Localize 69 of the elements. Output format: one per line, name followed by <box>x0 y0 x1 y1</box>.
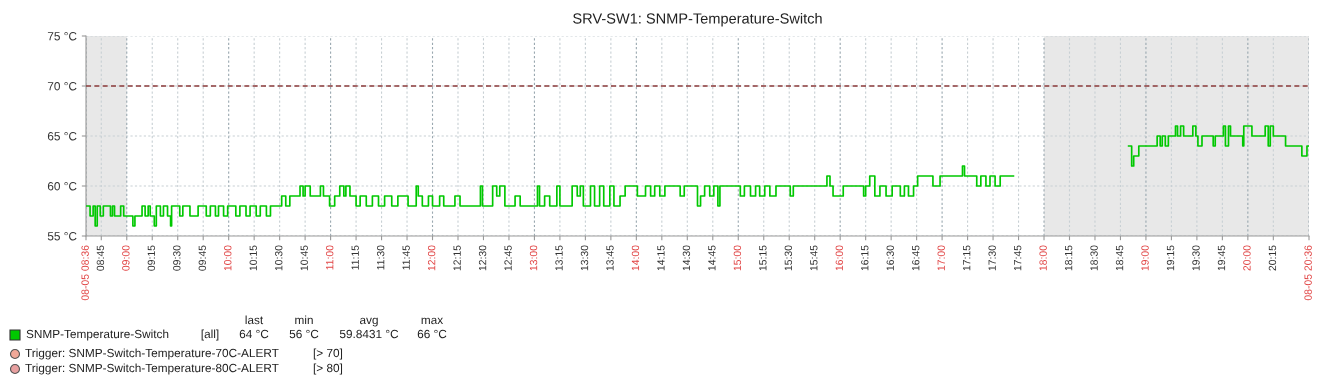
x-tick-label: 19:30 <box>1192 245 1200 271</box>
y-tick-label: 55 °C <box>47 232 77 241</box>
y-tick-label: 65 °C <box>47 132 77 141</box>
x-tick-label: 16:15 <box>861 245 869 271</box>
x-tick-label: 10:00 <box>224 245 232 271</box>
x-tick-label: 10:15 <box>249 245 257 271</box>
x-tick-label: 20:15 <box>1268 245 1277 271</box>
x-tick-label: 14:45 <box>708 245 716 271</box>
x-tick-label: 09:15 <box>147 245 156 271</box>
x-tick-label: 09:30 <box>173 245 181 271</box>
x-tick-label: 18:30 <box>1090 245 1098 271</box>
x-tick-label: 19:00 <box>1141 245 1149 271</box>
x-tick-label: 08-05 20:36 <box>1304 245 1312 301</box>
text: 64 °C <box>239 329 269 339</box>
x-tick-label: 18:45 <box>1115 245 1124 271</box>
chart-title: SRV-SW1: SNMP-Temperature-Switch <box>573 12 822 27</box>
x-tick-label: 18:00 <box>1039 245 1047 271</box>
text: [all] <box>201 329 219 341</box>
x-tick-label: 17:45 <box>1014 245 1022 271</box>
text: [> 70] <box>313 348 343 360</box>
x-tick-label: 11:15 <box>351 245 359 270</box>
text: 56 °C <box>289 329 319 339</box>
text: Trigger: SNMP-Switch-Temperature-70C-ALERT <box>25 348 279 360</box>
y-tick-label: 75 °C <box>47 32 77 41</box>
x-tick-label: 19:45 <box>1217 245 1226 271</box>
x-tick-label: 11:00 <box>326 245 334 270</box>
x-tick-label: 13:00 <box>529 245 538 271</box>
x-tick-label: 19:15 <box>1166 245 1175 271</box>
x-tick-label: 10:30 <box>275 245 283 271</box>
x-tick-label: 10:45 <box>300 245 308 271</box>
x-tick-label: 15:30 <box>784 245 793 271</box>
x-tick-label: 13:45 <box>606 245 614 271</box>
x-tick-label: 13:15 <box>555 245 563 271</box>
x-tick-label: 17:00 <box>937 245 945 271</box>
text: Trigger: SNMP-Switch-Temperature-80C-ALERT <box>25 363 279 375</box>
x-tick-label: 12:15 <box>453 245 461 271</box>
x-tick-label: 17:30 <box>988 245 996 271</box>
x-tick-label: 12:45 <box>504 245 512 271</box>
x-tick-label: 16:30 <box>886 245 894 271</box>
x-tick-label: 14:00 <box>631 245 640 271</box>
legend-label: SNMP-Temperature-Switch <box>26 329 169 341</box>
text: min <box>295 315 313 325</box>
x-tick-label: 11:30 <box>376 245 385 270</box>
x-tick-label: 15:15 <box>759 245 767 271</box>
x-tick-label: 11:45 <box>402 245 410 270</box>
x-tick-label: 15:00 <box>733 245 742 271</box>
x-tick-label: 14:30 <box>682 245 691 271</box>
x-tick-label: 15:45 <box>810 245 818 271</box>
x-tick-label: 18:15 <box>1064 245 1073 271</box>
text: [> 80] <box>313 363 343 375</box>
y-tick-label: 70 °C <box>47 82 77 91</box>
x-tick-label: 08-05 08:36 <box>81 245 89 301</box>
x-tick-label: 12:00 <box>427 245 436 271</box>
y-tick-label: 60 °C <box>47 182 77 191</box>
x-tick-label: 17:15 <box>963 245 971 271</box>
x-tick-label: 09:45 <box>198 245 206 271</box>
x-tick-label: 16:45 <box>912 245 920 271</box>
x-tick-label: 13:30 <box>580 245 589 271</box>
x-tick-label: 08:45 <box>96 245 105 271</box>
x-tick-label: 12:30 <box>478 245 487 271</box>
text: avg <box>359 317 378 327</box>
x-tick-label: 20:00 <box>1243 245 1251 271</box>
text: last <box>245 315 264 325</box>
x-tick-label: 09:00 <box>122 245 130 271</box>
text: 59.8431 °C <box>339 329 399 339</box>
x-tick-label: 14:15 <box>657 245 665 271</box>
text: 66 °C <box>417 329 447 339</box>
text: max <box>421 317 444 325</box>
x-tick-label: 16:00 <box>835 245 843 271</box>
